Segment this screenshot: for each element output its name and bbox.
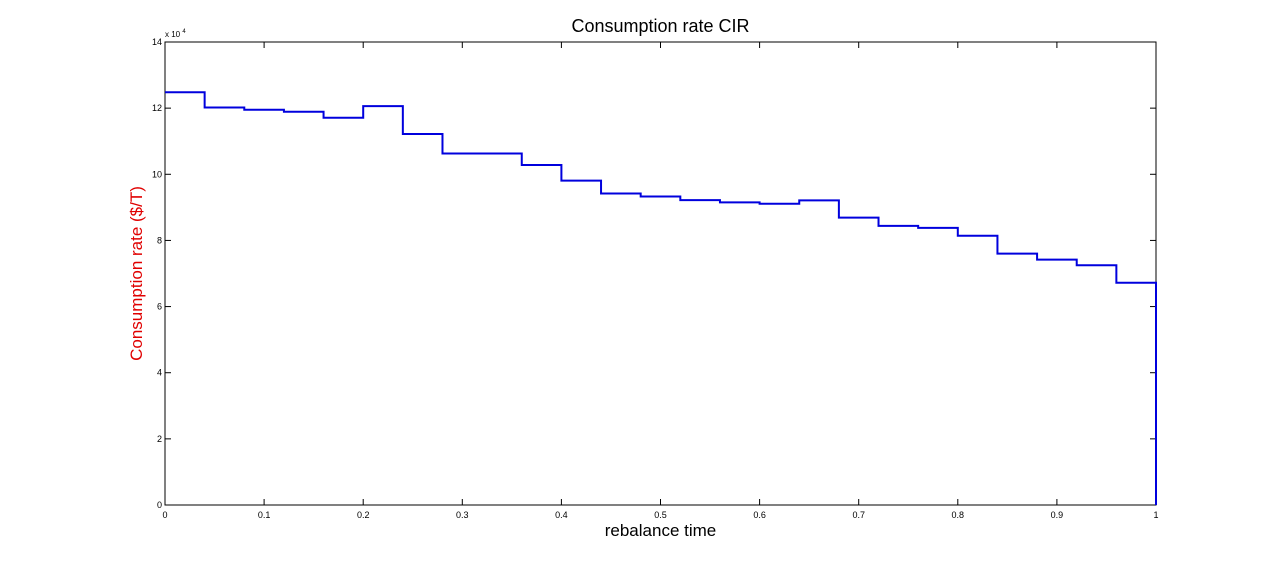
x-tick-label: 0.9 — [1051, 510, 1064, 520]
y-tick-label: 0 — [157, 500, 162, 510]
x-tick-label: 0.4 — [555, 510, 568, 520]
y-tick-label: 12 — [152, 103, 162, 113]
y-tick-label: 10 — [152, 169, 162, 179]
y-axis-label: Consumption rate ($/T) — [127, 186, 146, 361]
y-multiplier-base: x 10 — [165, 30, 181, 39]
y-tick-label: 4 — [157, 368, 162, 378]
series-step-line — [165, 91, 1157, 505]
y-multiplier-label: x 10 4 — [165, 29, 186, 39]
y-multiplier-exponent: 4 — [182, 29, 186, 35]
x-tick-label: 0.2 — [357, 510, 370, 520]
x-tick-label: 0.6 — [753, 510, 766, 520]
x-tick-label: 0.8 — [952, 510, 965, 520]
x-tick-label: 0.1 — [258, 510, 271, 520]
x-tick-label: 0 — [162, 510, 167, 520]
y-tick-label: 2 — [157, 434, 162, 444]
x-tick-label: 1 — [1153, 510, 1158, 520]
plot-area — [164, 41, 1157, 506]
x-tick-label: 0.3 — [456, 510, 469, 520]
x-axis-label: rebalance time — [605, 521, 717, 540]
x-tick-labels: 0 0.1 0.2 0.3 0.4 0.5 0.6 0.7 0.8 0.9 1 — [162, 510, 1158, 520]
y-tick-label: 8 — [157, 235, 162, 245]
y-tick-label: 14 — [152, 37, 162, 47]
y-tick-label: 6 — [157, 302, 162, 312]
x-tick-label: 0.7 — [852, 510, 865, 520]
chart-title: Consumption rate CIR — [571, 16, 749, 36]
x-tick-label: 0.5 — [654, 510, 667, 520]
y-tick-labels: 0 2 4 6 8 10 12 14 — [152, 37, 162, 510]
